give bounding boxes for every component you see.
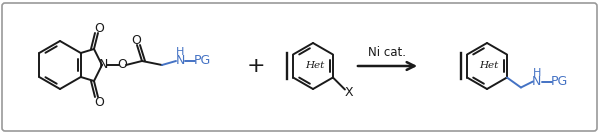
Text: O: O (94, 95, 104, 109)
Text: +: + (247, 56, 265, 76)
Text: O: O (131, 34, 141, 47)
Text: X: X (344, 86, 353, 99)
Text: PG: PG (550, 75, 568, 88)
Text: Ni cat.: Ni cat. (368, 47, 407, 59)
Text: Het: Het (479, 61, 499, 70)
Text: PG: PG (193, 55, 211, 68)
Text: H: H (533, 68, 541, 78)
Text: N: N (532, 75, 542, 88)
Text: O: O (94, 22, 104, 34)
Text: O: O (117, 59, 127, 72)
Text: N: N (175, 55, 185, 68)
Text: N: N (98, 59, 107, 72)
FancyBboxPatch shape (2, 3, 597, 131)
Text: H: H (176, 47, 184, 57)
Text: Het: Het (305, 61, 325, 70)
